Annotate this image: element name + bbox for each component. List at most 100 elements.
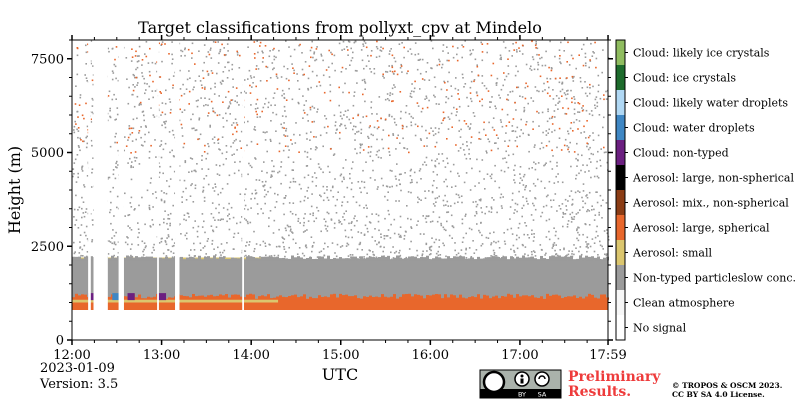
signal-point	[495, 241, 497, 244]
license-by-text: BY	[518, 391, 526, 399]
signal-point	[583, 131, 586, 133]
signal-point	[514, 181, 516, 184]
signal-point	[428, 99, 430, 102]
signal-point	[582, 206, 584, 209]
signal-point	[551, 149, 553, 152]
signal-point	[341, 245, 344, 247]
signal-point	[109, 241, 112, 243]
signal-point	[232, 236, 235, 238]
signal-point	[371, 113, 373, 115]
signal-point	[416, 254, 419, 257]
signal-point	[287, 225, 290, 228]
signal-point	[145, 55, 148, 58]
signal-point	[605, 202, 608, 204]
signal-point	[526, 85, 529, 88]
signal-point	[402, 137, 404, 140]
signal-point	[581, 154, 583, 157]
signal-point	[577, 128, 579, 130]
signal-point	[80, 254, 82, 257]
signal-point	[391, 70, 394, 73]
signal-point	[541, 90, 544, 93]
signal-point	[246, 220, 249, 223]
signal-point	[463, 149, 465, 151]
layer-edge	[168, 258, 171, 261]
signal-point	[130, 206, 133, 208]
signal-point	[409, 95, 412, 98]
signal-point	[115, 118, 117, 121]
signal-point	[266, 150, 268, 153]
signal-point	[448, 234, 451, 237]
signal-point	[416, 181, 418, 184]
signal-point	[504, 243, 507, 245]
signal-point	[489, 106, 491, 108]
layer-edge	[501, 295, 504, 300]
signal-point	[583, 125, 585, 128]
signal-point	[195, 100, 198, 102]
signal-point	[262, 131, 265, 133]
signal-point	[310, 236, 313, 238]
signal-point	[131, 243, 133, 246]
signal-point	[313, 136, 315, 138]
layer-edge	[264, 296, 267, 300]
signal-point	[270, 174, 273, 176]
signal-point	[507, 58, 509, 60]
signal-point	[470, 100, 473, 103]
signal-point	[450, 112, 453, 115]
layer-edge	[219, 256, 222, 261]
signal-point	[234, 161, 236, 163]
signal-point	[590, 110, 593, 112]
signal-point	[273, 58, 276, 61]
signal-point	[354, 133, 356, 135]
signal-point	[151, 219, 154, 221]
signal-point	[247, 46, 249, 48]
signal-point	[268, 255, 271, 257]
signal-point	[259, 244, 262, 246]
signal-point	[195, 170, 197, 173]
signal-point	[416, 68, 419, 71]
signal-point	[585, 223, 587, 226]
layer-edge	[171, 257, 174, 261]
signal-point	[291, 98, 294, 101]
signal-point	[325, 132, 328, 134]
signal-point	[494, 255, 497, 257]
signal-point	[309, 158, 312, 160]
signal-point	[378, 149, 380, 152]
signal-point	[159, 165, 161, 168]
signal-point	[292, 161, 295, 163]
signal-point	[481, 51, 484, 53]
signal-point	[129, 248, 132, 250]
signal-point	[438, 195, 440, 198]
signal-point	[451, 237, 453, 239]
signal-point	[219, 48, 222, 51]
signal-point	[243, 90, 246, 93]
signal-point	[228, 202, 230, 205]
signal-point	[434, 145, 437, 148]
signal-point	[514, 74, 517, 77]
cloud-patch-3	[157, 293, 167, 301]
signal-point	[149, 47, 151, 50]
signal-point	[438, 58, 440, 61]
layer-edge	[504, 256, 507, 261]
signal-point	[307, 197, 309, 199]
layer-edge	[477, 256, 480, 261]
signal-point	[127, 162, 129, 164]
signal-point	[513, 174, 516, 176]
layer-edge	[603, 294, 606, 300]
layer-edge	[582, 298, 585, 300]
signal-point	[77, 116, 79, 118]
signal-point	[188, 70, 190, 72]
signal-point	[222, 101, 224, 103]
layer-edge	[495, 256, 498, 261]
signal-point	[577, 226, 579, 229]
signal-point	[169, 165, 172, 168]
signal-point	[78, 104, 81, 106]
signal-point	[483, 128, 485, 131]
signal-point	[178, 165, 181, 167]
signal-point	[114, 177, 117, 180]
signal-point	[351, 182, 353, 184]
signal-point	[273, 254, 276, 257]
signal-point	[249, 92, 252, 94]
signal-point	[77, 176, 79, 179]
signal-point	[345, 235, 347, 238]
signal-point	[593, 52, 595, 54]
